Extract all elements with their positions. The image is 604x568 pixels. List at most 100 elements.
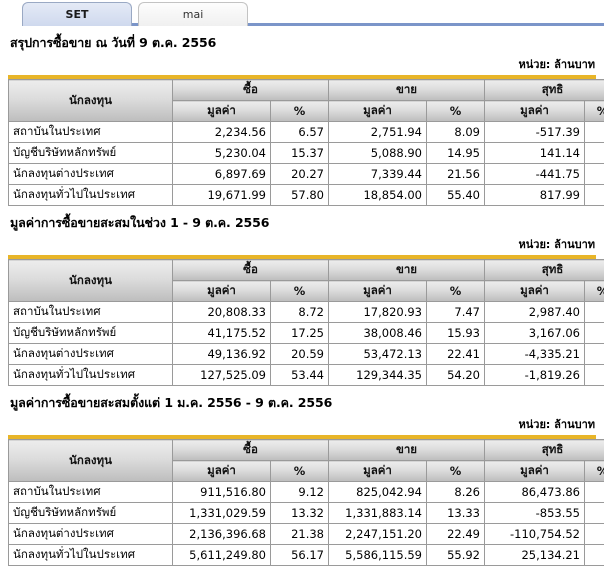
cell-investor: นักลงทุนต่างประเทศ — [8, 343, 173, 365]
cell-sell-value: 18,854.00 — [328, 184, 427, 206]
table-header-group-row: นักลงทุน ซื้อ ขาย สุทธิ — [8, 439, 604, 482]
tab-mai[interactable]: mai — [138, 2, 248, 26]
cell-sell-value: 2,247,151.20 — [328, 523, 427, 545]
cell-net-value: -853.55 — [484, 502, 585, 524]
section-period-accumulated: มูลค่าการซื้อขายสะสมในช่วง 1 - 9 ต.ค. 25… — [0, 213, 604, 386]
unit-label: หน่วย: ล้านบาท — [518, 418, 595, 431]
investor-type-table: นักลงทุน ซื้อ ขาย สุทธิ มูลค่า % มูลค่า … — [8, 259, 604, 386]
th-investor: นักลงทุน — [8, 439, 173, 482]
unit-label: หน่วย: ล้านบาท — [518, 238, 595, 251]
th-net-group: สุทธิ — [484, 439, 604, 461]
th-sell-percent: % — [426, 100, 485, 122]
cell-sell-value: 1,331,883.14 — [328, 502, 427, 524]
cell-sell-percent: 22.49 — [426, 523, 485, 545]
cell-buy-percent: 13.32 — [270, 502, 329, 524]
cell-investor: นักลงทุนต่างประเทศ — [8, 163, 173, 185]
table-header-group-row: นักลงทุน ซื้อ ขาย สุทธิ — [8, 259, 604, 302]
cell-buy-percent: 53.44 — [270, 364, 329, 386]
table-header-group-row: นักลงทุน ซื้อ ขาย สุทธิ — [8, 79, 604, 122]
section-title: สรุปการซื้อขาย ณ วันที่ 9 ต.ค. 2556 — [10, 35, 217, 50]
cell-investor: สถาบันในประเทศ — [8, 481, 173, 503]
table-row: นักลงทุนต่างประเทศ 2,136,396.68 21.38 2,… — [8, 523, 604, 545]
cell-sell-value: 53,472.13 — [328, 343, 427, 365]
cell-investor: บัญชีบริษัทหลักทรัพย์ — [8, 322, 173, 344]
cell-net-percent: - — [584, 544, 604, 566]
table-row: บัญชีบริษัทหลักทรัพย์ 1,331,029.59 13.32… — [8, 502, 604, 524]
cell-net-percent: - — [584, 481, 604, 503]
tab-mai-label: mai — [182, 8, 204, 21]
th-sell-group: ขาย — [328, 79, 485, 101]
cell-investor: บัญชีบริษัทหลักทรัพย์ — [8, 502, 173, 524]
cell-buy-value: 19,671.99 — [172, 184, 271, 206]
cell-investor: นักลงทุนทั่วไปในประเทศ — [8, 364, 173, 386]
section-title: มูลค่าการซื้อขายสะสมตั้งแต่ 1 ม.ค. 2556 … — [10, 395, 333, 410]
table-row: นักลงทุนต่างประเทศ 6,897.69 20.27 7,339.… — [8, 163, 604, 185]
th-buy-value: มูลค่า — [172, 460, 271, 482]
cell-buy-percent: 15.37 — [270, 142, 329, 164]
cell-net-value: -110,754.52 — [484, 523, 585, 545]
section-title: มูลค่าการซื้อขายสะสมในช่วง 1 - 9 ต.ค. 25… — [10, 215, 270, 230]
cell-net-value: -517.39 — [484, 121, 585, 143]
table-row: นักลงทุนทั่วไปในประเทศ 127,525.09 53.44 … — [8, 364, 604, 386]
cell-net-percent: - — [584, 301, 604, 323]
table-body: สถาบันในประเทศ 911,516.80 9.12 825,042.9… — [8, 481, 604, 566]
market-tab-bar: SET mai — [0, 0, 604, 26]
th-net-percent: % — [584, 100, 604, 122]
cell-sell-percent: 8.26 — [426, 481, 485, 503]
table-row: สถาบันในประเทศ 20,808.33 8.72 17,820.93 … — [8, 301, 604, 323]
th-buy-group: ซื้อ — [172, 439, 329, 461]
th-buy-value: มูลค่า — [172, 100, 271, 122]
cell-buy-percent: 57.80 — [270, 184, 329, 206]
cell-investor: นักลงทุนต่างประเทศ — [8, 523, 173, 545]
cell-sell-percent: 22.41 — [426, 343, 485, 365]
section-ytd-accumulated: มูลค่าการซื้อขายสะสมตั้งแต่ 1 ม.ค. 2556 … — [0, 393, 604, 566]
cell-net-value: 817.99 — [484, 184, 585, 206]
cell-buy-percent: 20.59 — [270, 343, 329, 365]
cell-buy-value: 5,611,249.80 — [172, 544, 271, 566]
cell-sell-percent: 14.95 — [426, 142, 485, 164]
th-net-value: มูลค่า — [484, 460, 585, 482]
cell-sell-percent: 55.40 — [426, 184, 485, 206]
th-net-value: มูลค่า — [484, 100, 585, 122]
table-header-sub-row: มูลค่า % มูลค่า % มูลค่า % — [9, 460, 604, 482]
cell-buy-value: 1,331,029.59 — [172, 502, 271, 524]
cell-investor: สถาบันในประเทศ — [8, 121, 173, 143]
table-row: บัญชีบริษัทหลักทรัพย์ 5,230.04 15.37 5,0… — [8, 142, 604, 164]
cell-investor: นักลงทุนทั่วไปในประเทศ — [8, 184, 173, 206]
th-investor: นักลงทุน — [8, 259, 173, 302]
cell-sell-percent: 15.93 — [426, 322, 485, 344]
cell-sell-percent: 7.47 — [426, 301, 485, 323]
th-sell-value: มูลค่า — [328, 100, 427, 122]
cell-buy-value: 5,230.04 — [172, 142, 271, 164]
cell-net-value: 2,987.40 — [484, 301, 585, 323]
cell-net-percent: - — [584, 184, 604, 206]
table-row: บัญชีบริษัทหลักทรัพย์ 41,175.52 17.25 38… — [8, 322, 604, 344]
section-daily-summary: สรุปการซื้อขาย ณ วันที่ 9 ต.ค. 2556 หน่ว… — [0, 33, 604, 206]
th-net-percent: % — [584, 280, 604, 302]
table-row: สถาบันในประเทศ 911,516.80 9.12 825,042.9… — [8, 481, 604, 503]
cell-net-value: 3,167.06 — [484, 322, 585, 344]
th-sell-value: มูลค่า — [328, 460, 427, 482]
table-accent-bar: นักลงทุน ซื้อ ขาย สุทธิ มูลค่า % มูลค่า … — [8, 75, 604, 206]
th-buy-percent: % — [270, 460, 329, 482]
cell-sell-value: 17,820.93 — [328, 301, 427, 323]
cell-buy-percent: 6.57 — [270, 121, 329, 143]
cell-buy-value: 6,897.69 — [172, 163, 271, 185]
cell-buy-value: 49,136.92 — [172, 343, 271, 365]
cell-buy-percent: 21.38 — [270, 523, 329, 545]
tab-set-label: SET — [65, 8, 89, 21]
table-accent-bar: นักลงทุน ซื้อ ขาย สุทธิ มูลค่า % มูลค่า … — [8, 255, 604, 386]
cell-net-value: 25,134.21 — [484, 544, 585, 566]
cell-buy-percent: 8.72 — [270, 301, 329, 323]
th-sell-percent: % — [426, 280, 485, 302]
th-sell-group: ขาย — [328, 439, 485, 461]
cell-sell-value: 7,339.44 — [328, 163, 427, 185]
cell-net-percent: - — [584, 343, 604, 365]
th-buy-group: ซื้อ — [172, 79, 329, 101]
th-buy-percent: % — [270, 100, 329, 122]
table-body: สถาบันในประเทศ 2,234.56 6.57 2,751.94 8.… — [8, 121, 604, 206]
cell-sell-value: 825,042.94 — [328, 481, 427, 503]
investor-type-table: นักลงทุน ซื้อ ขาย สุทธิ มูลค่า % มูลค่า … — [8, 79, 604, 206]
tab-set[interactable]: SET — [22, 2, 132, 26]
